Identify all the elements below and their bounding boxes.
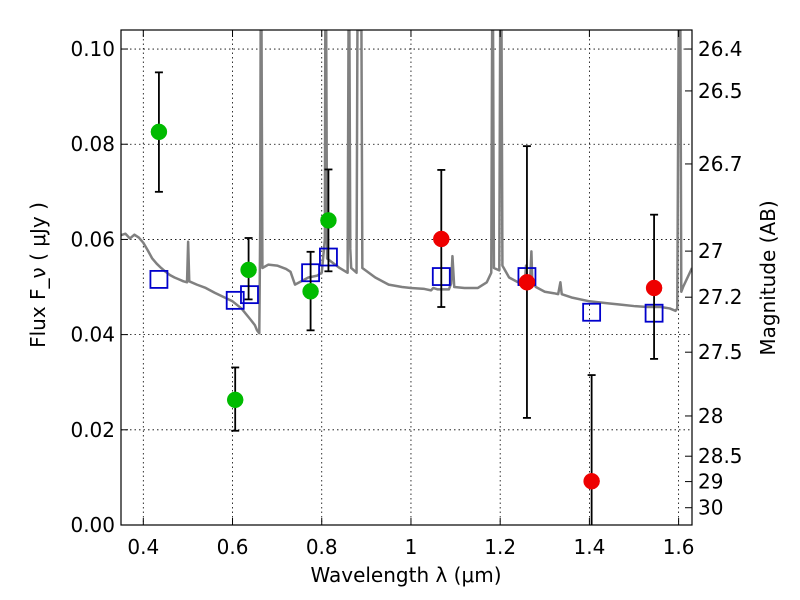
y2-axis-label: Magnitude (AB) [756,200,780,355]
observed-flux-point [583,472,600,490]
y-tick-label: 0.06 [70,227,115,251]
y2-tick-label: 30 [698,496,723,520]
y2-tick-label: 27.5 [698,340,743,364]
x-tick-label: 1.2 [484,535,516,559]
x-tick-label: 0.6 [217,535,249,559]
x-tick-label: 1.4 [573,535,605,559]
observed-flux-point [320,212,337,229]
observed-flux-point [302,283,319,300]
model-spectrum-line [121,30,692,335]
y-tick-label: 0.04 [70,323,115,347]
observed-flux-point [433,230,450,248]
y2-tick-label: 29 [698,470,723,494]
plot-background [121,30,692,525]
x-tick-label: 0.4 [127,535,159,559]
model-box-marker [225,290,245,310]
observed-flux-point [150,123,168,141]
y-tick-label: 0.02 [70,418,115,442]
observed-flux-point [240,261,257,279]
model-box-marker [582,302,602,322]
y2-tick-label: 27 [698,239,723,263]
y-tick-label: 0.00 [70,513,115,537]
model-box-marker [149,270,169,289]
y2-tick-label: 28.5 [698,444,743,468]
data-layer [121,30,692,525]
x-tick-label: 1.6 [663,535,695,559]
axis-layer: 0.4 0.6 0.8 1 1.2 1.4 1.6 0.00 0.02 0.04 0.06 0.08 0… [70,30,743,559]
observed-flux-point [226,391,244,409]
plot-frame [120,29,693,526]
x-tick-label: 0.8 [306,535,338,559]
y-tick-label: 0.10 [70,37,115,61]
y-tick-label: 0.08 [70,132,115,156]
y2-tick-label: 27.2 [698,285,743,309]
y2-tick-label: 26.4 [698,37,743,61]
y-axis-label: Flux F_ν ( μJy ) [26,202,50,348]
y2-tick-label: 26.7 [698,152,743,176]
x-axis-label: Wavelength λ (μm) [310,563,501,587]
observed-flux-point [518,274,536,291]
y2-tick-label: 26.5 [698,79,743,103]
x-tick-label: 1 [405,535,418,559]
observed-flux-point [645,279,663,297]
y2-tick-label: 28 [698,404,723,428]
